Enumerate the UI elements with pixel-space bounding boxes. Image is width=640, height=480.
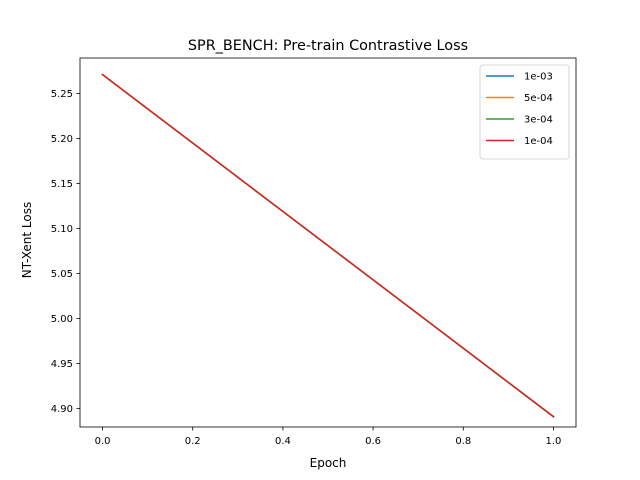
legend-box <box>479 64 570 160</box>
legend-label: 5e-04 <box>524 93 553 104</box>
y-tick-label: 4.95 <box>51 359 73 370</box>
x-tick-label: 1.0 <box>546 436 562 447</box>
legend-label: 1e-04 <box>524 136 553 147</box>
x-tick-label: 0.8 <box>455 436 471 447</box>
y-tick-label: 5.25 <box>51 89 73 100</box>
legend: 1e-03 5e-04 3e-04 1e-04 <box>479 64 570 160</box>
y-tick-label: 5.15 <box>51 179 73 190</box>
y-tick-label: 5.00 <box>51 314 73 325</box>
x-tick-label: 0.2 <box>185 436 201 447</box>
y-tick-label: 5.20 <box>51 134 73 145</box>
legend-label: 3e-04 <box>524 115 553 126</box>
y-tick-label: 5.10 <box>51 224 73 235</box>
x-axis-label: Epoch <box>310 456 347 470</box>
y-tick-label: 5.05 <box>51 269 73 280</box>
x-tick-label: 0.4 <box>275 436 291 447</box>
series-line-1e-04 <box>101 73 555 418</box>
legend-label: 1e-03 <box>524 72 553 83</box>
plot-area: 0.0 0.2 0.4 0.6 0.8 1.0 4.90 4.95 5.00 5.05 5.10 5.… <box>51 57 577 447</box>
y-axis-label: NT-Xent Loss <box>20 202 34 278</box>
x-tick-label: 0.6 <box>365 436 381 447</box>
chart-title: SPR_BENCH: Pre-train Contrastive Loss <box>188 38 468 54</box>
axes-frame <box>79 57 577 428</box>
y-tick-label: 4.90 <box>51 404 73 415</box>
x-tick-label: 0.0 <box>95 436 111 447</box>
